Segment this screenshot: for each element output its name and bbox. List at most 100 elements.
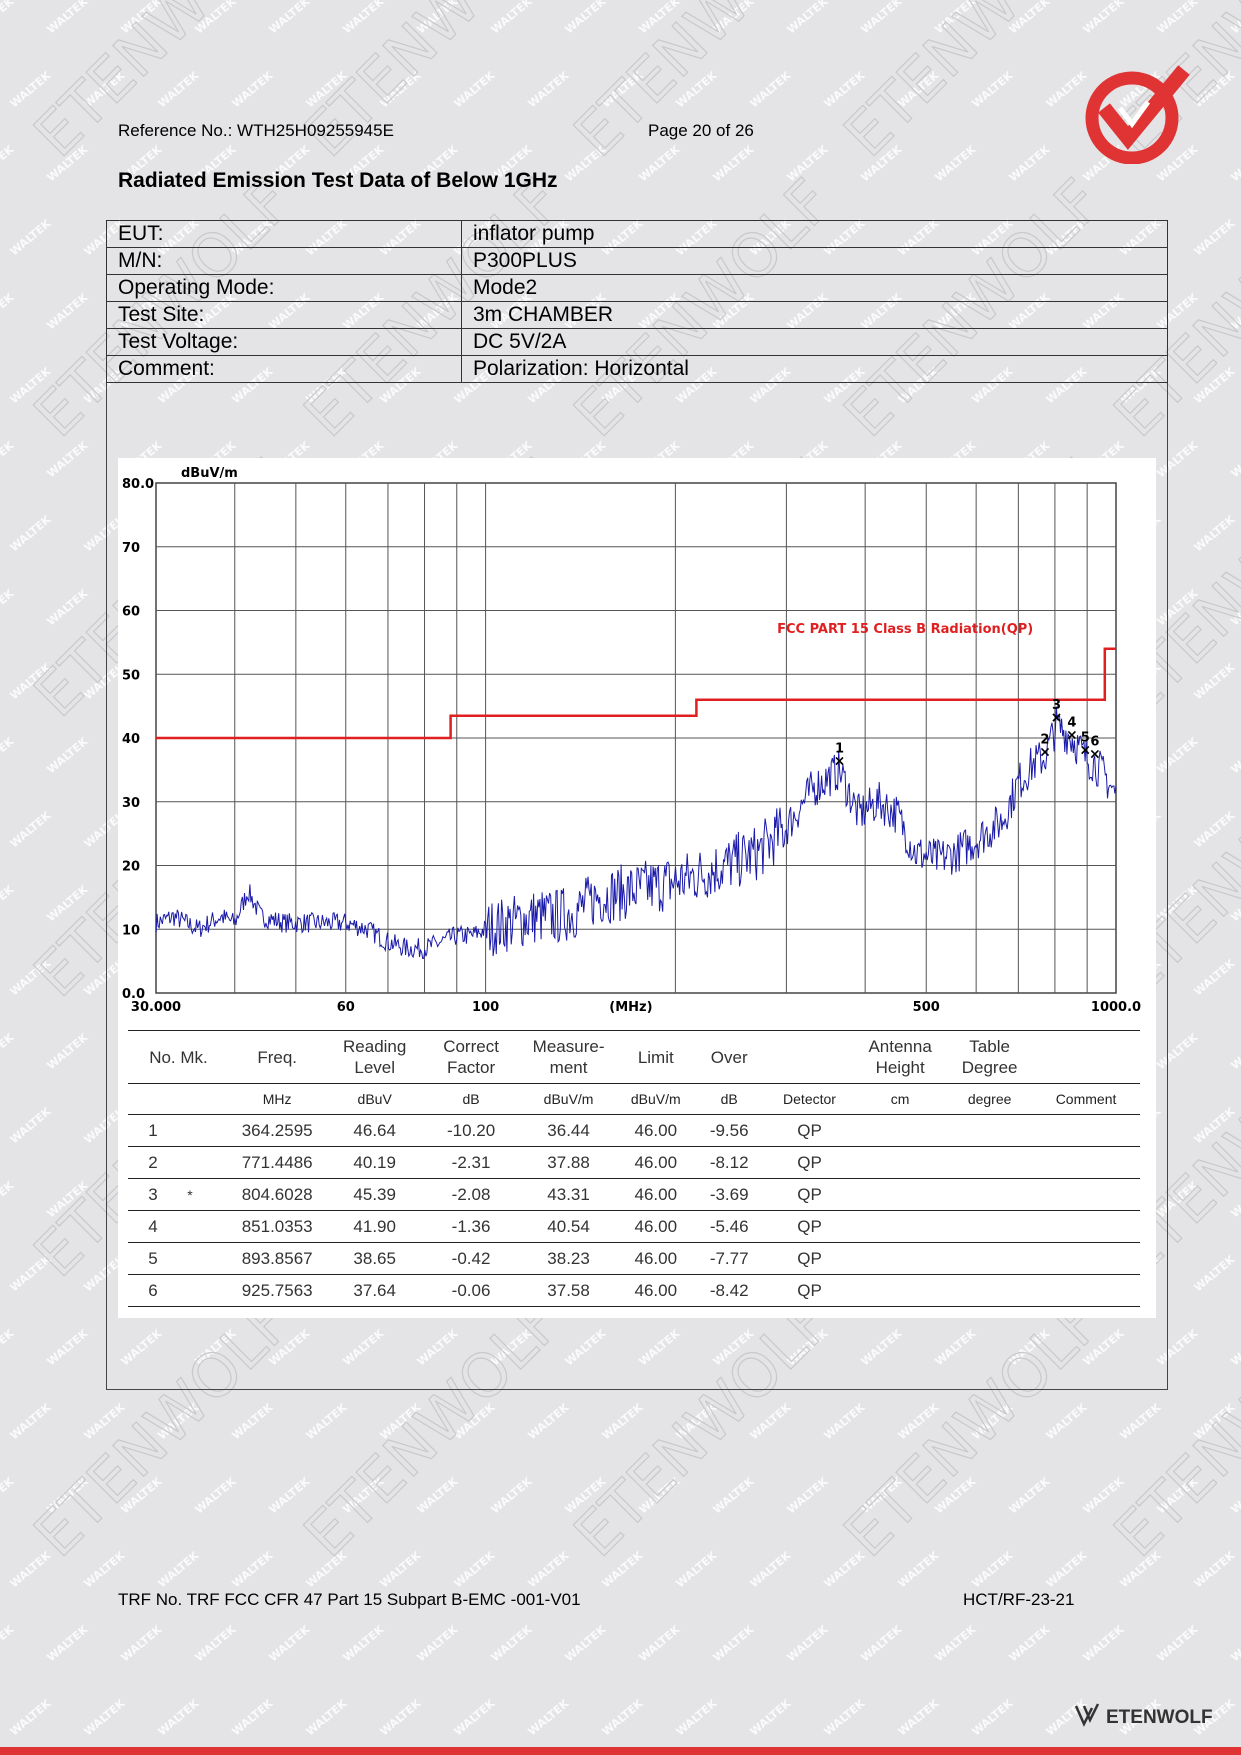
row-number: 2 xyxy=(148,1152,158,1172)
units-row: MHz dBuV dB dBuV/m dBuV/m dB Detector cm degree C… xyxy=(128,1083,1140,1115)
marker-number: 6 xyxy=(1090,734,1099,749)
svg-text:WALTEK: WALTEK xyxy=(119,1623,165,1665)
cell-empty xyxy=(853,1242,948,1275)
cell-no: 4 xyxy=(128,1210,229,1243)
svg-text:WALTEK: WALTEK xyxy=(822,1697,868,1739)
svg-text:WALTEK: WALTEK xyxy=(711,143,757,185)
marker-number: 5 xyxy=(1081,730,1090,745)
svg-text:WALTEK: WALTEK xyxy=(8,1401,54,1443)
svg-text:WALTEK: WALTEK xyxy=(304,69,350,111)
unit-cell: dB xyxy=(424,1083,519,1115)
cell-empty xyxy=(947,1146,1033,1179)
cell-over: -3.69 xyxy=(692,1178,766,1211)
cell-reading: 45.39 xyxy=(325,1178,425,1211)
svg-text:WALTEK: WALTEK xyxy=(711,1475,757,1517)
col-measure: Measure-ment xyxy=(518,1030,620,1084)
header-line-2: Height xyxy=(875,1058,925,1077)
svg-text:WALTEK: WALTEK xyxy=(378,1697,424,1739)
svg-text:WALTEK: WALTEK xyxy=(0,0,17,36)
svg-text:WALTEK: WALTEK xyxy=(1229,1179,1241,1221)
x-tick-label: 1000.0 xyxy=(1091,1000,1141,1015)
svg-text:WALTEK: WALTEK xyxy=(193,0,239,36)
svg-text:WALTEK: WALTEK xyxy=(378,1401,424,1443)
info-label: Operating Mode: xyxy=(106,274,462,302)
cell-empty xyxy=(1032,1242,1140,1275)
marker-x-icon: × xyxy=(1051,710,1063,726)
cell-empty xyxy=(1032,1178,1140,1211)
svg-text:WALTEK: WALTEK xyxy=(526,1401,572,1443)
y-tick-label: 70 xyxy=(122,541,140,556)
svg-text:WALTEK: WALTEK xyxy=(230,1401,276,1443)
svg-text:WALTEK: WALTEK xyxy=(1007,143,1053,185)
svg-text:WALTEK: WALTEK xyxy=(1007,0,1053,36)
svg-text:WALTEK: WALTEK xyxy=(1007,1623,1053,1665)
svg-text:WALTEK: WALTEK xyxy=(8,1253,54,1295)
cell-limit: 46.00 xyxy=(619,1274,693,1307)
svg-text:WALTEK: WALTEK xyxy=(748,69,794,111)
info-label: M/N: xyxy=(106,247,462,275)
cell-empty xyxy=(947,1242,1033,1275)
info-label: Test Voltage: xyxy=(106,328,462,356)
limit-line xyxy=(156,647,1116,740)
svg-text:WALTEK: WALTEK xyxy=(859,0,905,36)
header-line-2: Level xyxy=(354,1058,395,1077)
svg-text:WALTEK: WALTEK xyxy=(45,735,91,777)
svg-text:WALTEK: WALTEK xyxy=(933,1475,979,1517)
header-line-2: ment xyxy=(549,1058,588,1077)
svg-text:WALTEK: WALTEK xyxy=(1192,513,1238,555)
svg-text:WALTEK: WALTEK xyxy=(193,1623,239,1665)
cell-no: 1 xyxy=(128,1114,229,1147)
svg-text:WALTEK: WALTEK xyxy=(341,0,387,36)
svg-text:WALTEK: WALTEK xyxy=(45,1031,91,1073)
svg-text:WALTEK: WALTEK xyxy=(45,143,91,185)
svg-text:WALTEK: WALTEK xyxy=(378,69,424,111)
svg-text:WALTEK: WALTEK xyxy=(600,1549,646,1591)
header-line-2: Freq. xyxy=(257,1047,297,1067)
svg-text:WALTEK: WALTEK xyxy=(1081,1623,1127,1665)
header-line-1: Antenna xyxy=(868,1037,932,1056)
svg-text:WALTEK: WALTEK xyxy=(45,1327,91,1369)
cell-correct: -2.08 xyxy=(424,1178,519,1211)
svg-text:WALTEK: WALTEK xyxy=(1229,143,1241,185)
svg-text:WALTEK: WALTEK xyxy=(156,69,202,111)
col-comment xyxy=(1032,1030,1140,1084)
cell-reading: 41.90 xyxy=(325,1210,425,1243)
header-line-2: Over xyxy=(710,1047,748,1067)
marker-number: 2 xyxy=(1040,733,1049,748)
info-row: M/N: P300PLUS xyxy=(106,247,1168,275)
cell-empty xyxy=(947,1274,1033,1307)
svg-text:WALTEK: WALTEK xyxy=(0,1031,17,1073)
unit-cell: dB xyxy=(692,1083,766,1115)
svg-text:WALTEK: WALTEK xyxy=(748,1401,794,1443)
svg-text:WALTEK: WALTEK xyxy=(1118,1549,1164,1591)
info-row: Test Voltage: DC 5V/2A xyxy=(106,328,1168,356)
header-line-2: Factor xyxy=(446,1058,496,1077)
cell-freq: 364.2595 xyxy=(228,1114,326,1147)
svg-text:WALTEK: WALTEK xyxy=(859,143,905,185)
header-line-2: Limit xyxy=(637,1047,674,1067)
cell-reading: 40.19 xyxy=(325,1146,425,1179)
info-value: P300PLUS xyxy=(461,247,1168,275)
info-label: Test Site: xyxy=(106,301,462,329)
cell-empty xyxy=(947,1114,1033,1147)
info-row: Test Site: 3m CHAMBER xyxy=(106,301,1168,329)
svg-text:WALTEK: WALTEK xyxy=(526,69,572,111)
svg-text:WALTEK: WALTEK xyxy=(785,1623,831,1665)
svg-text:WALTEK: WALTEK xyxy=(933,143,979,185)
svg-text:WALTEK: WALTEK xyxy=(304,1401,350,1443)
svg-text:WALTEK: WALTEK xyxy=(0,439,17,481)
cell-empty xyxy=(947,1210,1033,1243)
marker-number: 3 xyxy=(1052,698,1061,713)
cell-empty xyxy=(853,1146,948,1179)
y-tick-label: 20 xyxy=(122,860,140,875)
y-tick-label: 30 xyxy=(122,796,140,811)
svg-text:WALTEK: WALTEK xyxy=(1192,957,1238,999)
svg-text:WALTEK: WALTEK xyxy=(1192,1549,1238,1591)
svg-text:ETENWOLF: ETENWOLF xyxy=(1106,1707,1213,1728)
info-row: Comment: Polarization: Horizontal xyxy=(106,355,1168,383)
svg-text:WALTEK: WALTEK xyxy=(600,1401,646,1443)
cell-freq: 804.6028 xyxy=(228,1178,326,1211)
bottom-accent-bar xyxy=(0,1747,1241,1755)
svg-text:WALTEK: WALTEK xyxy=(45,587,91,629)
cell-measure: 40.54 xyxy=(518,1210,620,1243)
